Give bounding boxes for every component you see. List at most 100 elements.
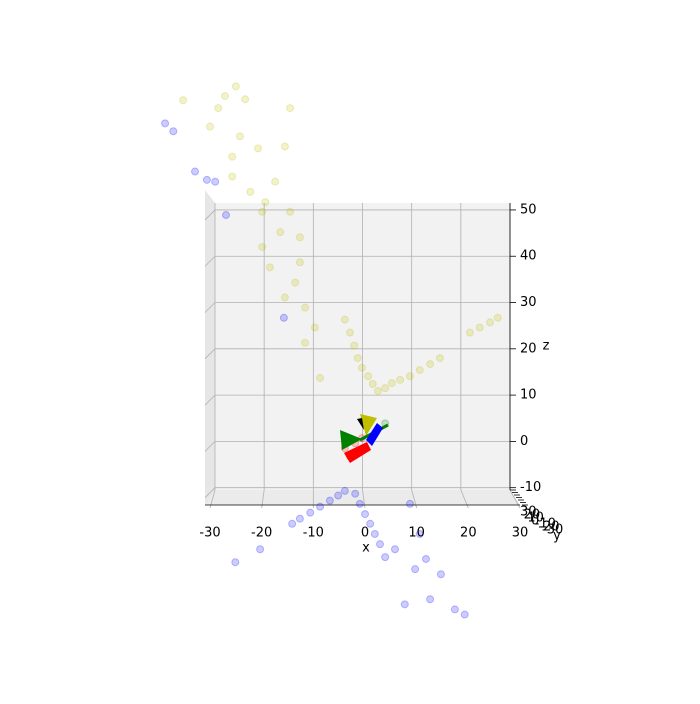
point	[265, 263, 274, 272]
point	[381, 553, 390, 562]
point	[450, 605, 459, 614]
point	[340, 486, 349, 495]
point	[411, 565, 420, 574]
z-tick-label: 50	[520, 202, 537, 217]
point	[295, 233, 304, 242]
point	[426, 360, 435, 369]
point	[286, 104, 295, 113]
point	[361, 510, 369, 519]
point	[179, 96, 188, 105]
point	[353, 354, 362, 363]
point	[460, 610, 469, 619]
point	[375, 540, 384, 549]
grid-line	[204, 255, 216, 267]
point	[387, 379, 396, 388]
point	[301, 338, 310, 347]
x-tick-label: 0	[361, 526, 369, 541]
point	[231, 82, 240, 91]
y-tick-label: 30	[520, 505, 537, 520]
point	[390, 545, 399, 554]
point	[258, 242, 267, 251]
point	[256, 545, 265, 554]
point	[396, 375, 405, 384]
arrow-yellow	[360, 414, 377, 436]
point	[271, 177, 280, 186]
point	[366, 519, 375, 528]
point	[405, 372, 414, 381]
z-tick-label: 20	[520, 341, 537, 356]
point	[288, 519, 297, 528]
point	[405, 499, 414, 508]
x-tick-label: -10	[303, 526, 324, 541]
point	[228, 172, 237, 181]
point	[169, 127, 178, 136]
point	[368, 379, 377, 388]
point	[436, 570, 445, 579]
grid-line	[204, 487, 216, 498]
z-tick-label: 30	[520, 295, 537, 310]
point	[475, 323, 484, 332]
point	[486, 318, 495, 327]
point	[291, 278, 300, 287]
point	[435, 354, 444, 363]
point	[465, 328, 474, 337]
arrow-black	[357, 418, 364, 430]
point	[346, 328, 355, 337]
y-tick-label: 10	[527, 511, 544, 526]
point	[295, 258, 304, 267]
point	[301, 303, 310, 312]
point	[364, 372, 373, 381]
arrow-green	[340, 430, 362, 450]
y-tick-label: -30	[542, 523, 563, 538]
point	[381, 384, 390, 393]
point	[206, 122, 214, 131]
point	[280, 293, 289, 302]
x-tick-label: -20	[251, 526, 272, 541]
point	[400, 600, 409, 609]
point	[373, 386, 382, 395]
z-axis-label: z	[543, 339, 550, 354]
point	[241, 95, 250, 104]
point	[426, 595, 435, 604]
point	[214, 104, 223, 113]
point	[235, 132, 244, 141]
quiver	[340, 414, 389, 463]
z-tick-label: 10	[520, 388, 537, 403]
grid-line	[204, 441, 216, 452]
z-tick-label: 0	[520, 434, 528, 449]
point	[310, 323, 319, 332]
x-tick-label: 30	[512, 526, 529, 541]
y-tick-label: 20	[524, 508, 541, 523]
point	[220, 92, 229, 101]
y-tick-label: -20	[538, 520, 559, 535]
grid-line	[204, 394, 216, 406]
point	[415, 529, 424, 538]
point	[191, 167, 200, 176]
floor-pane	[205, 490, 520, 505]
point	[231, 558, 240, 567]
z-tick-label: 40	[520, 249, 537, 264]
point	[222, 211, 231, 220]
point	[316, 373, 325, 382]
point	[306, 508, 315, 517]
point	[351, 489, 360, 498]
x-tick-label: 10	[408, 526, 425, 541]
point	[202, 175, 211, 184]
grid-line	[204, 209, 216, 221]
point	[276, 228, 285, 237]
point	[295, 514, 304, 523]
grid	[204, 203, 521, 509]
point	[228, 152, 237, 161]
point	[254, 144, 263, 153]
point	[350, 341, 359, 350]
point	[161, 119, 170, 128]
arrow-red	[344, 442, 371, 463]
z-tick-label: -10	[520, 480, 541, 495]
x-tick-label: -30	[199, 526, 220, 541]
point	[325, 496, 334, 505]
grid-line	[204, 348, 216, 360]
point	[357, 363, 366, 372]
point	[280, 142, 289, 151]
side-pane	[205, 190, 215, 505]
